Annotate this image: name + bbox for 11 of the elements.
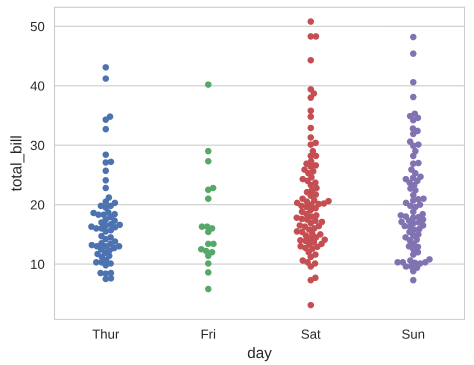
x-tick-label: Sat [301, 329, 321, 339]
x-tick-label: Thur [92, 329, 120, 339]
y-tick-label: 30 [30, 140, 44, 150]
y-tick-label: 10 [31, 260, 44, 270]
x-tick-label: Sun [402, 329, 424, 339]
y-tick-label: 50 [30, 22, 44, 32]
x-axis-title: day [248, 346, 272, 362]
y-axis-title: total_bill [10, 136, 24, 192]
x-tick-label: Fri [202, 329, 216, 339]
y-tick-label: 40 [30, 81, 44, 91]
y-tick-label: 20 [30, 200, 44, 210]
